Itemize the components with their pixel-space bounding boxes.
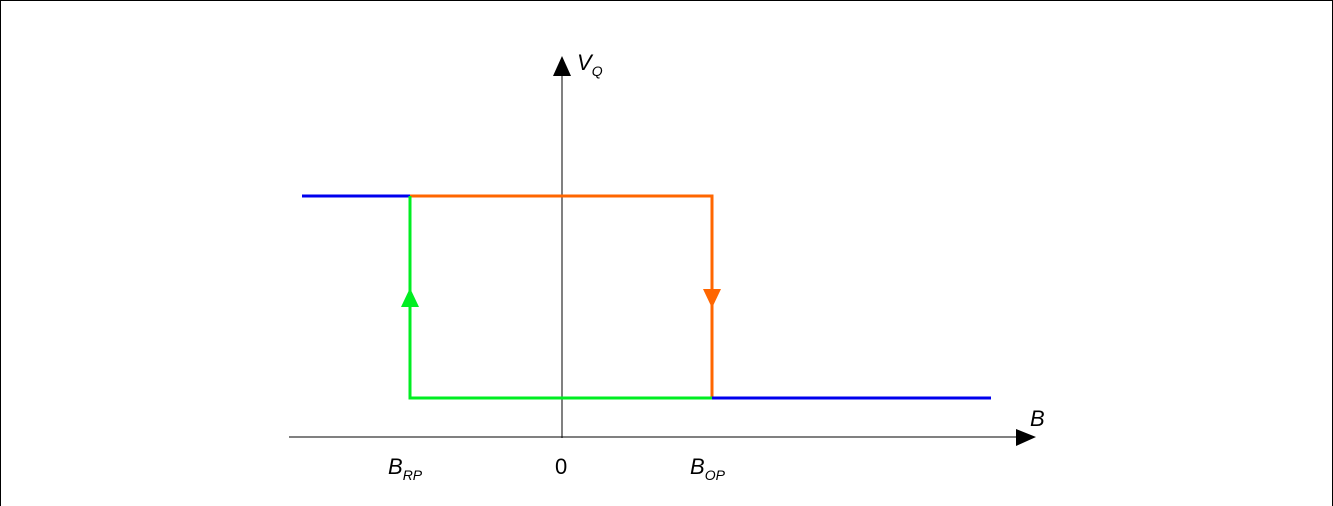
tick-label-zero: 0 [555,454,567,479]
y-axis-label-subscript: Q [592,63,603,79]
y-axis-label: VQ [577,50,603,79]
tick-label-bop-main: B [690,454,705,479]
tick-label-brp: BRP [388,454,423,483]
x-axis-arrowhead [1016,429,1036,446]
release-path [408,196,712,400]
tick-label-bop: BOP [690,454,726,483]
x-axis-label: B [1030,406,1045,431]
release-path-arrow [401,288,419,307]
operate-path [410,194,714,398]
tick-label-bop-subscript: OP [705,467,726,483]
tick-label-brp-main: B [388,454,403,479]
tick-label-brp-subscript: RP [403,467,423,483]
y-axis-arrowhead [553,56,571,76]
y-axis-label-main: V [577,50,594,75]
operate-path-arrow [703,289,721,308]
